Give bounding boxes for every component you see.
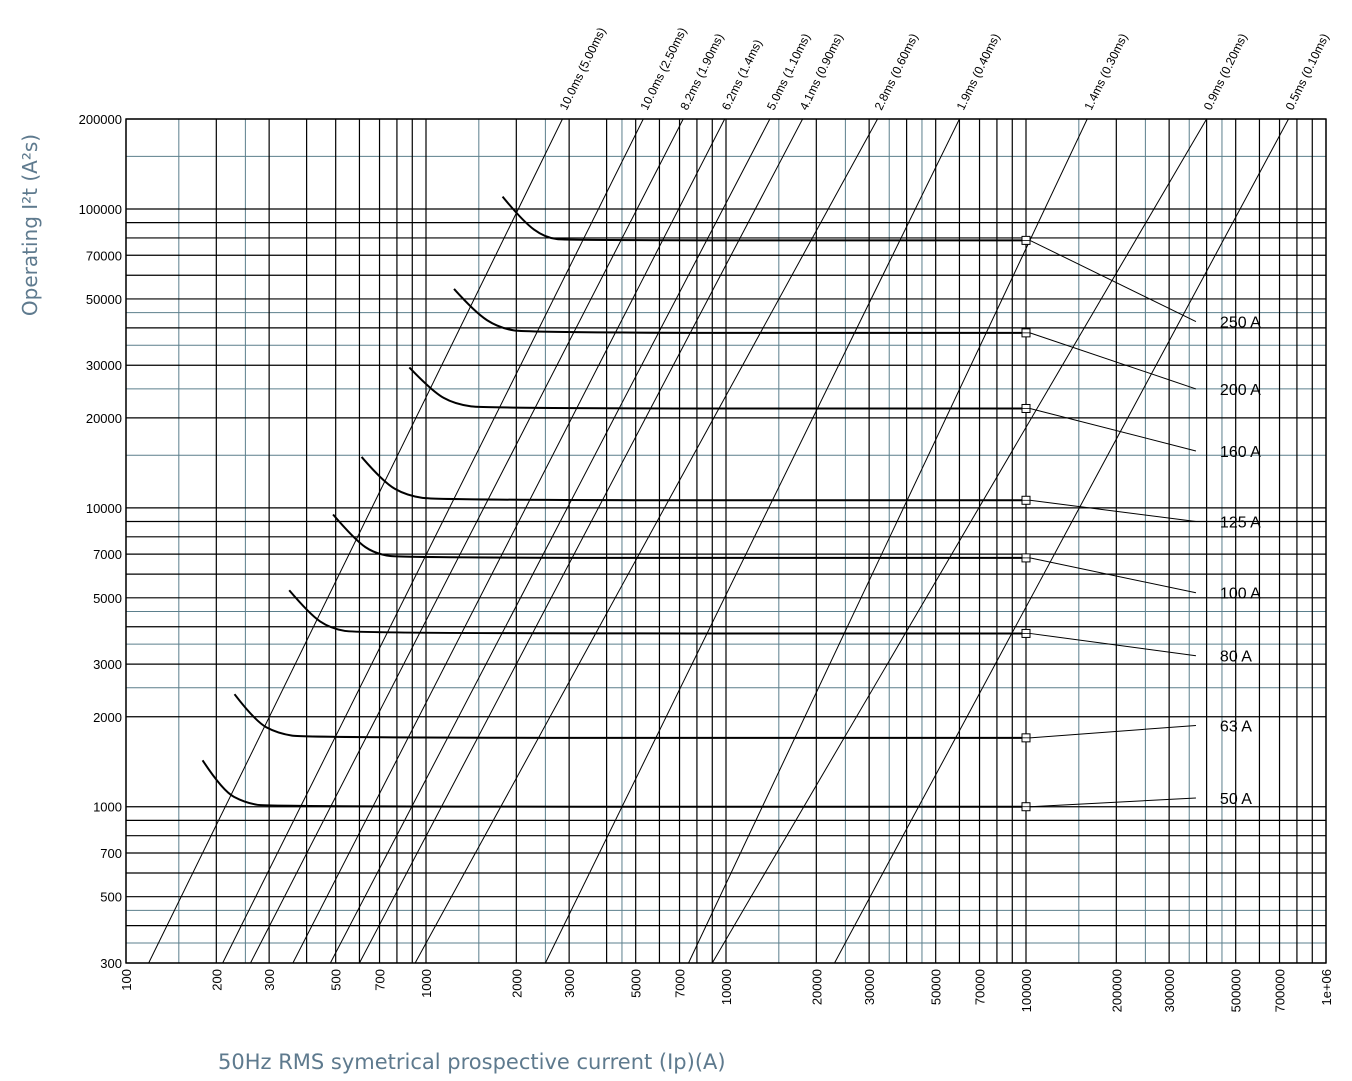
y-tick-label: 10000 [86, 501, 122, 516]
y-tick-label: 7000 [93, 547, 122, 562]
time-lines [148, 118, 1289, 964]
time-line-label: 6.2ms (1.4ms) [719, 37, 765, 112]
series-label: 250 A [1220, 315, 1261, 332]
fuse-curve [360, 456, 1026, 502]
time-line-label: 1.4ms (0.30ms) [1081, 31, 1130, 112]
series-label: 100 A [1220, 586, 1261, 603]
leader-line [1029, 408, 1197, 452]
time-line [688, 118, 1088, 964]
leader-line [1029, 332, 1197, 390]
x-tick-label: 30000 [862, 969, 877, 1005]
y-tick-label: 500 [100, 890, 122, 905]
y-tick-label: 5000 [93, 591, 122, 606]
y-tick-label: 700 [100, 846, 122, 861]
x-tick-label: 50000 [929, 969, 944, 1005]
y-tick-label: 50000 [86, 292, 122, 307]
y-tick-labels: 300 500 700 1000 2000 3000 5000 7000 10000 20000 3… [79, 112, 122, 971]
time-line [292, 118, 726, 964]
fuse-curves [201, 195, 1031, 812]
x-tick-label: 10000 [719, 969, 734, 1005]
fuse-curve [332, 513, 1026, 559]
x-axis-title: 50Hz RMS symetrical prospective current … [218, 1050, 726, 1074]
fuse-curve [233, 693, 1026, 739]
y-axis-title: Operating I²t (A²s) [18, 133, 42, 317]
y-tick-label: 20000 [86, 411, 122, 426]
time-line-label: 10.0ms (5.00ms) [557, 25, 609, 112]
time-line [148, 118, 563, 964]
x-tick-label: 500 [329, 969, 344, 991]
leader-line [1029, 557, 1197, 594]
time-line [222, 118, 644, 964]
y-tick-label: 30000 [86, 358, 122, 373]
x-tick-label: 100000 [1019, 969, 1034, 1012]
time-line [544, 118, 960, 964]
time-line-labels: 10.0ms (5.00ms) 10.0ms (2.50ms)8.2ms (1.9… [557, 25, 1332, 112]
fuse-curve [453, 288, 1026, 334]
plot-frame [125, 118, 1327, 964]
series-label: 50 A [1220, 791, 1252, 808]
leader-line [1029, 632, 1197, 657]
leader-line [1029, 724, 1196, 739]
x-tick-label: 2000 [509, 969, 524, 998]
time-line-label: 8.2ms (1.90ms) [677, 31, 726, 112]
fuse-curve [501, 195, 1026, 242]
x-tick-label: 3000 [562, 969, 577, 998]
x-tick-label: 1e+06 [1319, 969, 1334, 1006]
time-line [711, 118, 1208, 964]
series-label: 80 A [1220, 649, 1252, 666]
time-line-label: 0.5ms (0.10ms) [1283, 31, 1332, 112]
y-tick-label: 1000 [93, 800, 122, 815]
time-line [250, 118, 684, 964]
fuse-curve [408, 366, 1026, 410]
time-line [329, 118, 771, 964]
x-tick-label: 70000 [973, 969, 988, 1005]
major-gridlines [125, 118, 1327, 964]
leader-line [1029, 797, 1196, 808]
x-tick-label: 700000 [1273, 969, 1288, 1012]
x-tick-label: 1000 [419, 969, 434, 998]
time-line-label: 0.9ms (0.20ms) [1201, 31, 1250, 112]
y-tick-label: 300 [100, 956, 122, 971]
y-tick-label: 2000 [93, 710, 122, 725]
time-line [359, 118, 804, 964]
time-line-label: 2.8ms (0.60ms) [872, 31, 921, 112]
leader-lines [1029, 239, 1197, 808]
series-label: 63 A [1220, 718, 1252, 735]
x-tick-label: 500000 [1229, 969, 1244, 1012]
leader-line [1029, 239, 1197, 323]
leader-line [1029, 499, 1196, 523]
x-tick-label: 200000 [1109, 969, 1124, 1012]
x-tick-label: 100 [119, 969, 134, 991]
time-line [834, 118, 1289, 964]
x-tick-labels: 100 200 300 500 700 1000 2000 3000 5000 7000 10000… [119, 969, 1334, 1012]
series-label: 200 A [1220, 382, 1261, 399]
time-line-label: 1.9ms (0.40ms) [954, 31, 1003, 112]
x-tick-label: 5000 [629, 969, 644, 998]
y-tick-label: 70000 [86, 248, 122, 263]
x-tick-label: 700 [373, 969, 388, 991]
x-tick-label: 200 [209, 969, 224, 991]
series-label: 160 A [1220, 444, 1261, 461]
x-tick-label: 300000 [1162, 969, 1177, 1012]
y-tick-label: 200000 [79, 112, 122, 127]
series-labels: 50 A 63 A 80 A 100 A 125 A 160 A 200 A 250 A [1220, 315, 1261, 808]
fuse-curve [288, 589, 1026, 635]
y-tick-label: 100000 [79, 202, 122, 217]
fuse-curve [201, 759, 1026, 808]
time-line [414, 118, 878, 964]
y-tick-label: 3000 [93, 657, 122, 672]
series-label: 125 A [1220, 515, 1261, 532]
x-tick-label: 7000 [673, 969, 688, 998]
x-tick-label: 300 [262, 969, 277, 991]
x-tick-label: 20000 [809, 969, 824, 1005]
